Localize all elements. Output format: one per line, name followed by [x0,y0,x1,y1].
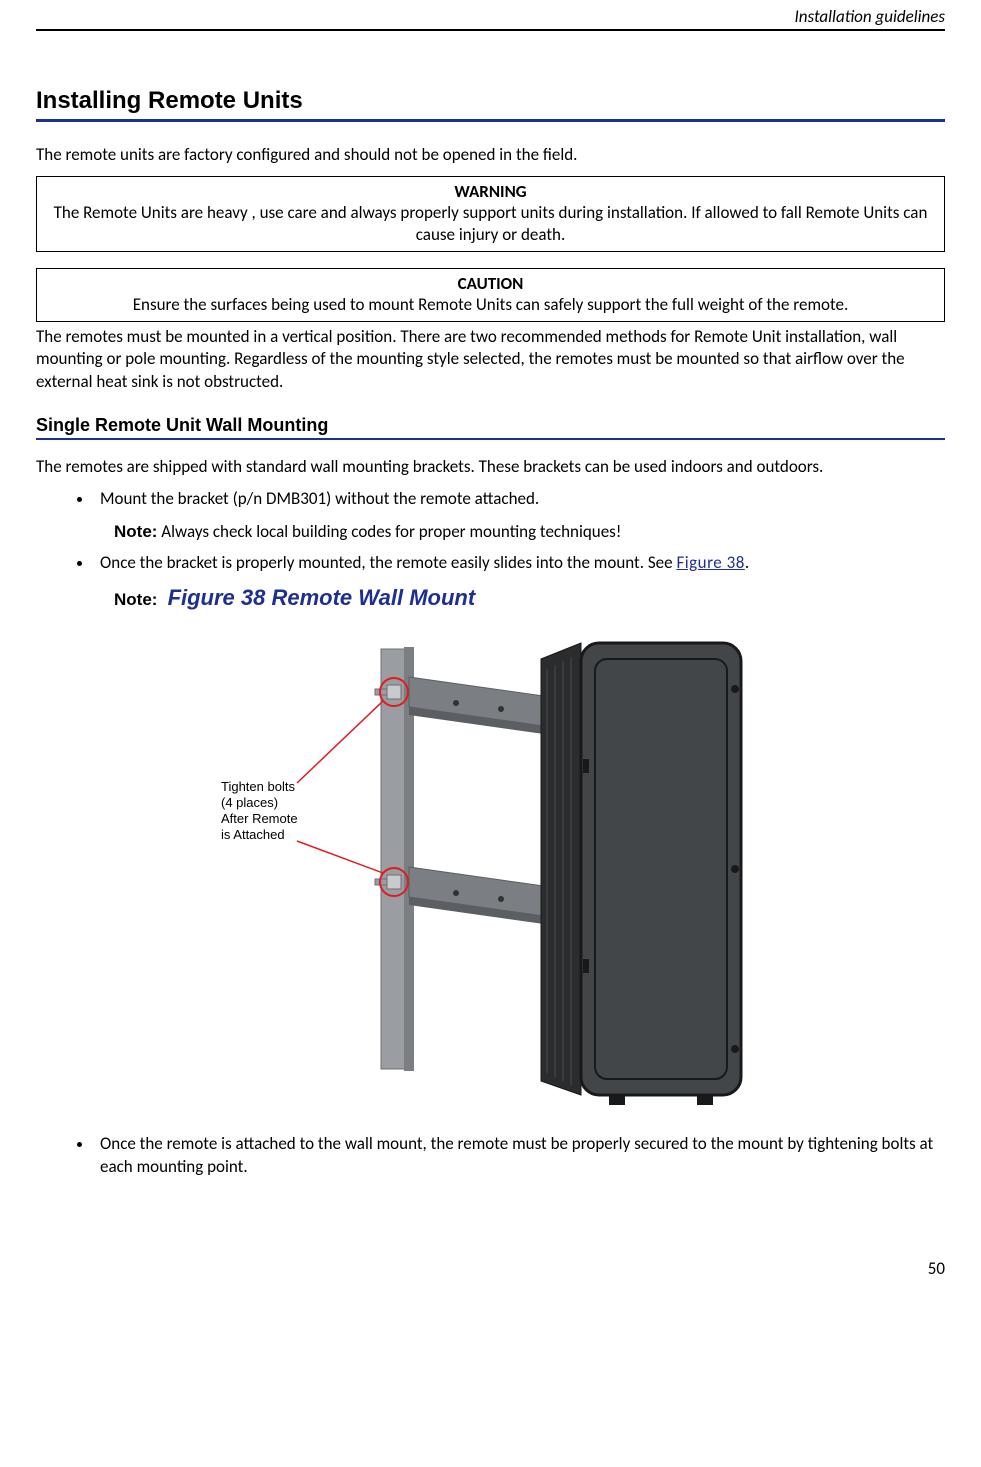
caution-box: CAUTION Ensure the surfaces being used t… [36,268,945,323]
list-item: Once the remote is attached to the wall … [94,1133,945,1179]
bolt-upper [375,685,401,699]
section-heading: Installing Remote Units [36,87,945,115]
warning-title: WARNING [47,181,934,202]
caution-title: CAUTION [47,273,934,294]
figure-caption: Note: Figure 38 Remote Wall Mount [114,585,945,611]
caution-body: Ensure the surfaces being used to mount … [133,294,849,315]
instruction-list: Once the bracket is properly mounted, th… [36,552,945,575]
section-intro: The remote units are factory configured … [36,144,945,166]
mounting-paragraph: The remotes must be mounted in a vertica… [36,326,945,392]
instruction-list: Once the remote is attached to the wall … [36,1133,945,1179]
note-1-text: Always check local building codes for pr… [157,521,621,542]
bullet-2-post: . [745,552,749,573]
remote-wall-mount-diagram: Tighten bolts (4 places) After Remote is… [211,619,771,1119]
note-1: Note: Always check local building codes … [114,521,945,542]
figure-note-label: Note: [114,590,157,609]
figure-callout-l2: (4 places) [221,795,278,810]
list-item: Once the bracket is properly mounted, th… [94,552,945,575]
subsection-intro: The remotes are shipped with standard wa… [36,456,945,478]
bolt-lower [375,875,401,889]
bullet-3-text: Once the remote is attached to the wall … [100,1133,933,1177]
figure-callout-l3: After Remote [221,811,298,826]
subsection-rule [36,438,945,440]
page-number: 50 [36,1258,945,1279]
figure-caption-text: Figure 38 Remote Wall Mount [161,585,475,610]
list-item: Mount the bracket (p/n DMB301) without t… [94,488,945,511]
running-head: Installation guidelines [36,0,945,29]
warning-box: WARNING The Remote Units are heavy , use… [36,176,945,252]
head-rule [36,29,945,31]
subsection-heading: Single Remote Unit Wall Mounting [36,415,945,436]
bullet-1-text: Mount the bracket (p/n DMB301) without t… [100,488,539,509]
figure-38: Tighten bolts (4 places) After Remote is… [36,619,945,1119]
figure-link[interactable]: Figure 38 [676,552,744,573]
figure-callout-l1: Tighten bolts [221,779,295,794]
instruction-list: Mount the bracket (p/n DMB301) without t… [36,488,945,511]
figure-callout-l4: is Attached [221,827,285,842]
bullet-2-pre: Once the bracket is properly mounted, th… [100,552,676,573]
note-1-label: Note: [114,522,157,541]
warning-body: The Remote Units are heavy , use care an… [54,202,928,244]
section-rule [36,119,945,122]
